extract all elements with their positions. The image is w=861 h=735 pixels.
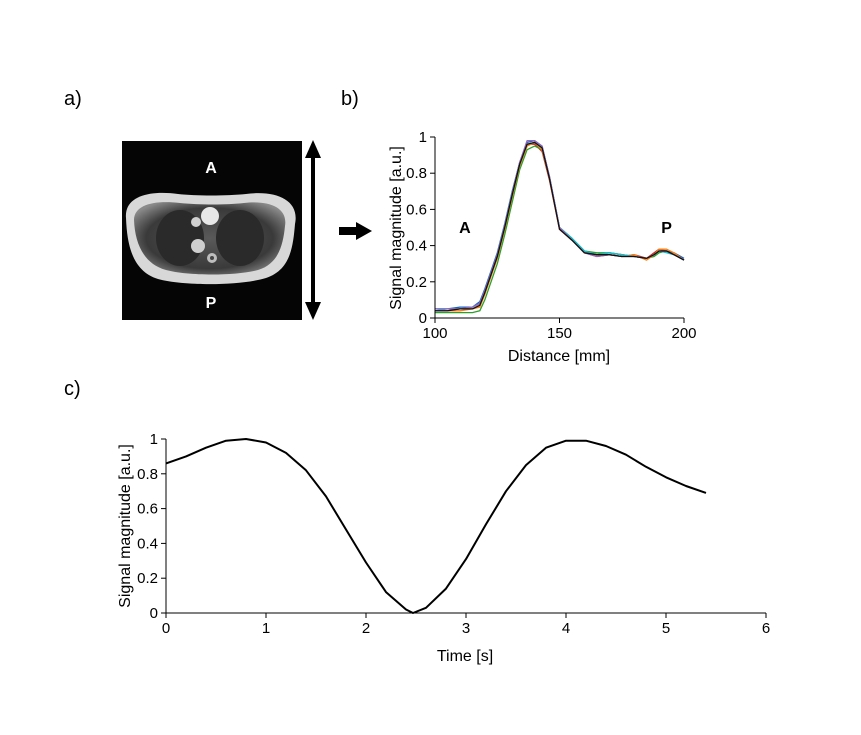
c-x-tick-label: 6	[762, 620, 770, 637]
right-arrow-icon	[339, 222, 372, 240]
c-x-tick-label: 0	[162, 620, 170, 637]
c-x-tick-label: 1	[262, 620, 270, 637]
panel-label-c: c)	[64, 378, 81, 400]
panel-label-a: a)	[64, 88, 82, 110]
b-y-tick-label: 1	[419, 129, 427, 146]
b-y-tick-label: 0.2	[406, 274, 427, 291]
anterior-label: A	[205, 160, 217, 177]
c-y-tick-label: 0.4	[137, 535, 158, 552]
b-y-tick-label: 0	[419, 310, 427, 327]
c-series-line-0	[165, 438, 707, 614]
c-y-tick-label: 0.8	[137, 466, 158, 483]
chart-b-x-ticks: 100 150 200	[422, 318, 697, 342]
b-y-tick-label: 0.4	[406, 238, 427, 255]
c-y-tick-label: 1	[150, 431, 158, 448]
chart-c-y-label: Signal magnitude [a.u.]	[117, 444, 134, 608]
b-annotation-p: P	[661, 220, 672, 237]
posterior-label: P	[206, 295, 217, 312]
chart-b-y-ticks: 0 0.2 0.4 0.6 0.8 1	[406, 129, 435, 327]
c-x-tick-label: 3	[462, 620, 470, 637]
b-x-tick-label: 100	[422, 325, 447, 342]
chart-c-signal: 0 1 2 3 4 5 6 0 0.2 0.4 0.6 0.8 1 Time [s] Signal m…	[117, 431, 770, 665]
c-y-tick-label: 0.2	[137, 570, 158, 587]
b-y-tick-label: 0.8	[406, 165, 427, 182]
anterior-posterior-arrow	[305, 140, 321, 320]
chart-b-x-label: Distance [mm]	[508, 348, 610, 365]
panel-label-b: b)	[341, 88, 359, 110]
b-y-tick-label: 0.6	[406, 201, 427, 218]
chart-c-x-ticks: 0 1 2 3 4 5 6	[162, 613, 770, 637]
c-y-tick-label: 0	[150, 605, 158, 622]
chart-c-y-ticks: 0 0.2 0.4 0.6 0.8 1	[137, 431, 166, 622]
chart-c-x-label: Time [s]	[437, 648, 493, 665]
b-series-line-6	[435, 141, 685, 312]
b-annotation-a: A	[459, 220, 471, 237]
c-x-tick-label: 2	[362, 620, 370, 637]
c-x-tick-label: 5	[662, 620, 670, 637]
mri-image: A P	[122, 141, 302, 320]
c-x-tick-label: 4	[562, 620, 570, 637]
b-series-line-5	[435, 139, 685, 310]
c-y-tick-label: 0.6	[137, 501, 158, 518]
chart-b-y-label: Signal magnitude [a.u.]	[388, 146, 405, 310]
b-x-tick-label: 200	[671, 325, 696, 342]
b-x-tick-label: 150	[547, 325, 572, 342]
chart-b-series-group	[434, 139, 685, 314]
chart-c-series-group	[165, 438, 707, 614]
